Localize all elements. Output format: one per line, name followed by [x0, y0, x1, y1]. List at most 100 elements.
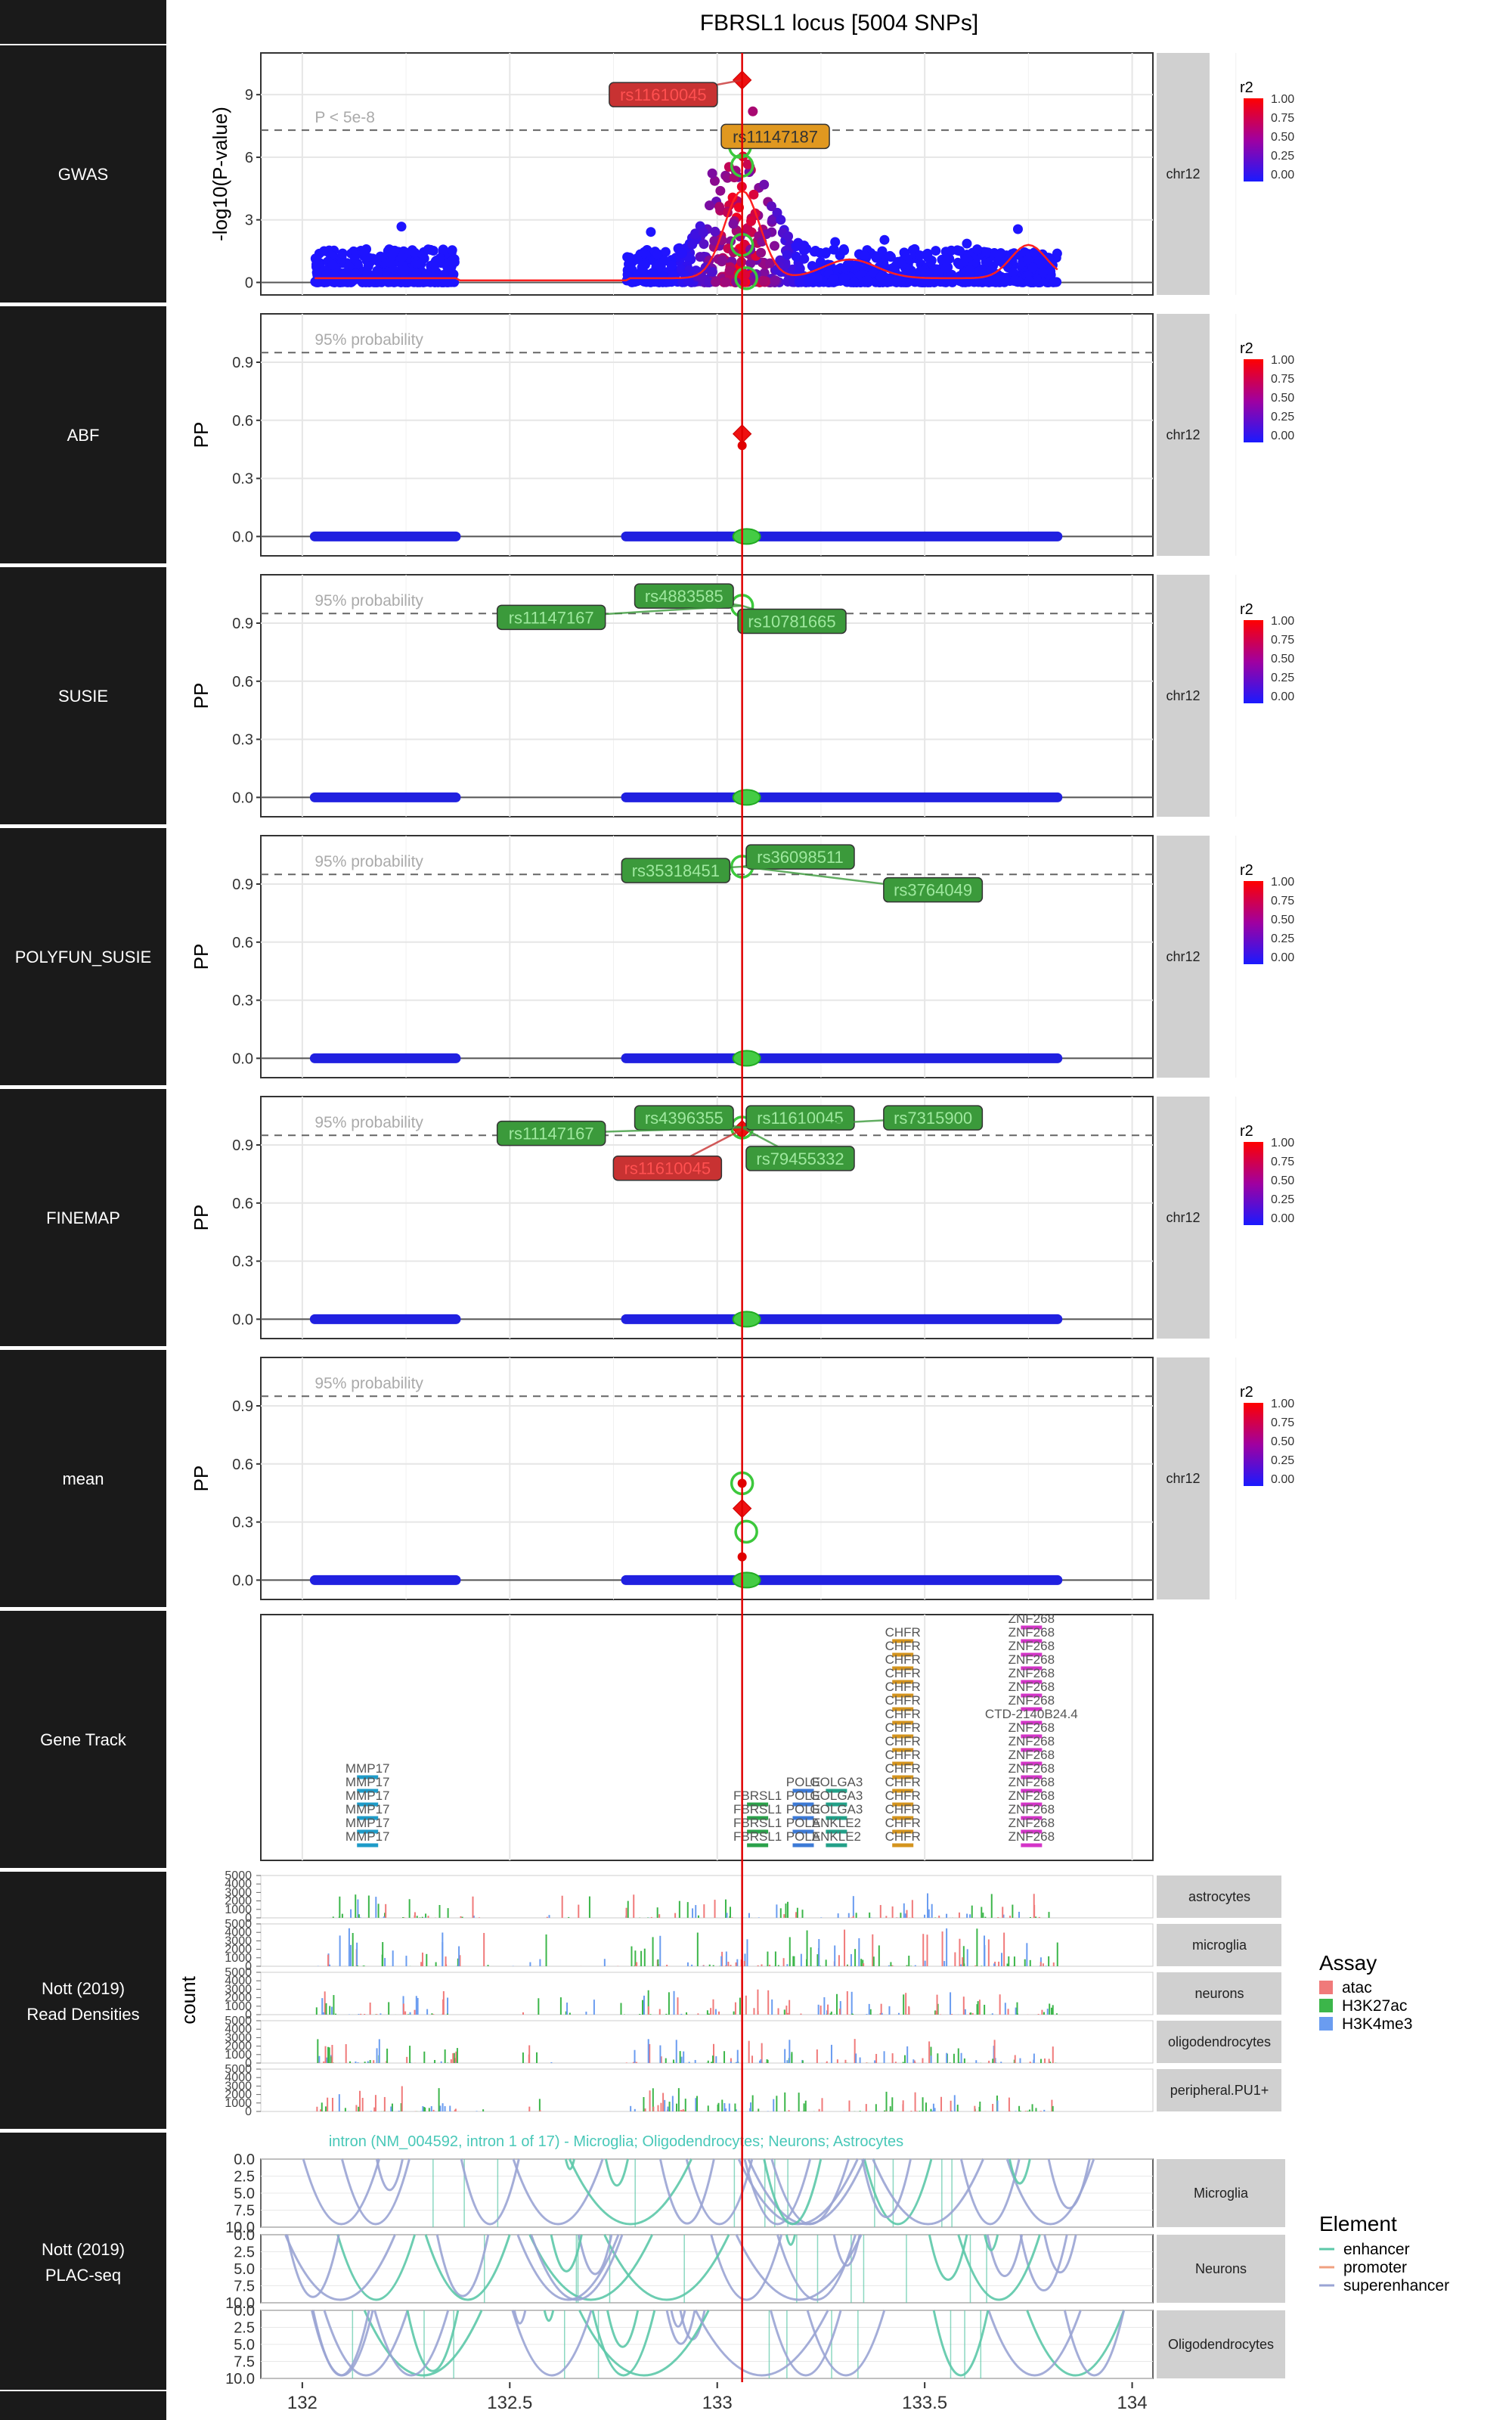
snp-point [340, 267, 351, 278]
snp-point [923, 253, 934, 263]
y-axis-label: PP [190, 1466, 212, 1492]
interaction-arc [785, 2234, 796, 2246]
credible-set-circle [734, 1519, 758, 1544]
snp-point [438, 244, 448, 255]
facet-strip-label: Microglia [1194, 2186, 1249, 2201]
interaction-arc [311, 2310, 374, 2377]
snp-point [724, 265, 735, 276]
interaction-arc [568, 2158, 692, 2226]
density-panel [260, 1923, 1154, 1967]
gene-label: ZNF268 [1009, 1802, 1055, 1817]
snp-point [806, 271, 816, 282]
facet-strip [1157, 1357, 1210, 1599]
snp-point [972, 244, 983, 255]
facet-strip [1157, 1972, 1281, 2015]
facet-strip-label: Oligodendrocytes [1168, 2337, 1274, 2352]
snp-points [310, 106, 1062, 287]
gene-label: ZNF268 [1009, 1734, 1055, 1748]
snp-point [374, 277, 385, 287]
y-tick-label: 3000 [225, 2031, 252, 2044]
snp-point [897, 259, 907, 269]
snp-point [875, 271, 886, 282]
panel-gwas: 0 3 6 9 P < 5e-8 -log10(P-value) rs11610045 rs1… [209, 52, 1237, 296]
interaction-arc [516, 2234, 620, 2301]
gene-label: CHFR [885, 1625, 921, 1640]
figure-title: FBRSL1 locus [5004 SNPs] [700, 11, 979, 36]
y-tick-label: 0 [245, 2057, 252, 2070]
snp-point [776, 215, 786, 225]
snp-point [758, 275, 768, 286]
legend-tick: 0.50 [1271, 914, 1294, 926]
snp-point [311, 277, 322, 287]
snp-point [746, 216, 757, 227]
snp-point [791, 241, 801, 252]
snp-point [699, 239, 709, 250]
y-tick-label: 0.9 [232, 1137, 253, 1154]
snp-point [996, 248, 1006, 259]
snp-point [646, 227, 656, 237]
legend-tick: 1.00 [1271, 1398, 1294, 1410]
facet-strip [1157, 575, 1210, 817]
facet-strip [1157, 2310, 1285, 2378]
y-tick-label: 4000 [225, 1878, 252, 1891]
snp-point [766, 201, 776, 212]
snp-point [839, 245, 850, 256]
interaction-arc [743, 2158, 812, 2226]
facet-strip [1157, 2069, 1281, 2111]
snp-point [652, 249, 663, 259]
gene-label: CHFR [885, 1816, 921, 1830]
facet-strip-label: Neurons [1195, 2261, 1247, 2276]
snp-point [410, 247, 420, 258]
snp-point [428, 246, 438, 256]
interaction-arc [564, 2158, 575, 2170]
snp-point [311, 267, 322, 278]
snp-label-box [621, 858, 731, 883]
track-label-bg [0, 306, 166, 563]
snp-point [759, 179, 770, 190]
snp-point [717, 255, 727, 265]
legend-tick: 0.50 [1271, 1435, 1294, 1448]
x-tick-label: 133.5 [902, 2393, 947, 2413]
snp-point [782, 250, 792, 260]
legend-tick: 0.50 [1271, 1174, 1294, 1187]
track-label: Nott (2019) [42, 2240, 125, 2259]
interaction-arc [363, 2310, 483, 2377]
snp-label: rs3764049 [894, 881, 972, 900]
interaction-arc [710, 2234, 783, 2301]
snp-point [877, 246, 888, 256]
snp-label: rs36098511 [757, 848, 844, 867]
track-label-bg [0, 1350, 166, 1607]
y-tick-label: 5000 [225, 1966, 252, 1979]
y-tick-label: 4000 [225, 2071, 252, 2084]
y-axis-label: PP [190, 422, 212, 448]
y-tick-label: 1000 [225, 2000, 252, 2013]
interaction-arc [530, 2234, 624, 2301]
panel-frame [260, 1096, 1154, 1339]
snp-point [815, 247, 826, 258]
gene-label: MMP17 [345, 1775, 390, 1789]
interaction-arc [591, 2310, 656, 2377]
snp-label: rs11610045 [620, 85, 707, 104]
threshold-label: 95% probability [314, 592, 423, 610]
gene-label: ZNF268 [1009, 1612, 1055, 1626]
panel-frame [260, 313, 1154, 557]
interaction-arc [286, 2234, 340, 2298]
legend-tick: 0.25 [1271, 672, 1294, 684]
legend-title: r2 [1240, 1384, 1253, 1401]
snp-point [791, 251, 801, 262]
gene-label: CHFR [885, 1829, 921, 1844]
legend-swatch [1319, 2017, 1333, 2031]
interaction-arc [986, 2234, 1024, 2277]
interaction-arc [340, 2158, 411, 2226]
interaction-arc [512, 2158, 604, 2226]
snp-point [863, 275, 873, 285]
credible-set-circle [734, 266, 758, 290]
credible-set-point [732, 528, 761, 545]
y-axis-label: PP [190, 1205, 212, 1231]
y-tick-label: 0 [245, 1960, 252, 1973]
interaction-arc [665, 2310, 696, 2345]
snp-point [1029, 247, 1040, 258]
snp-point [677, 248, 687, 259]
r2-colorbar [1244, 98, 1263, 182]
interaction-arc [511, 2310, 593, 2377]
